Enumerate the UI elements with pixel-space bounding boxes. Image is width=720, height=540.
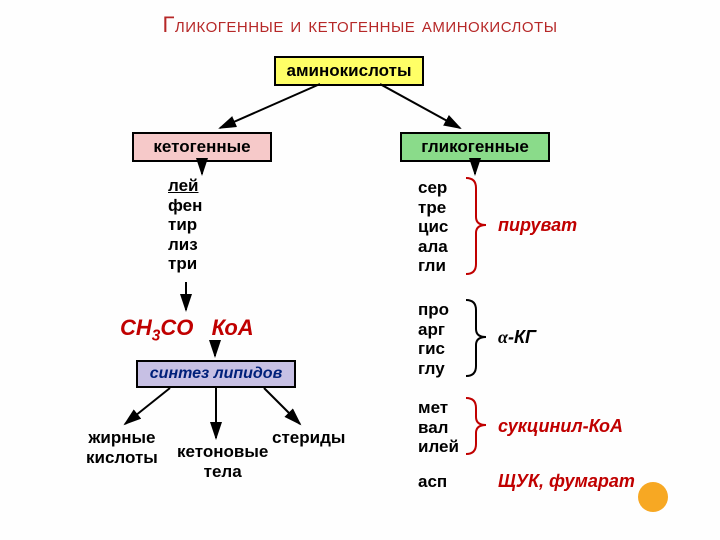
brace-0 — [462, 176, 490, 278]
node-label: кетогенные — [153, 137, 250, 156]
page-title: Гликогенные и кетогенные аминокислоты — [0, 12, 720, 38]
glyco-aa-group-3: асп — [418, 472, 447, 492]
glyco-aa-group-2: мет вал илей — [418, 398, 459, 457]
glyco-aa-group-1: про арг гис глу — [418, 300, 449, 378]
glyco-product-1: α-КГ — [498, 327, 536, 348]
node-glycogenic: гликогенные — [400, 132, 550, 162]
brace-2 — [462, 396, 490, 458]
lipid-product-ketone-bodies: кетоновые тела — [177, 442, 268, 481]
node-ketogenic: кетогенные — [132, 132, 272, 162]
acetyl-coa-label: CH3CO КоА — [120, 315, 254, 345]
glyco-product-3: ЩУК, фумарат — [498, 471, 635, 492]
node-amino-acids: аминокислоты — [274, 56, 424, 86]
decorative-circle — [638, 482, 668, 512]
node-lipid-synthesis: синтез липидов — [136, 360, 296, 388]
node-label: аминокислоты — [287, 61, 412, 80]
node-label: синтез липидов — [150, 365, 282, 382]
keto-amino-list: лей фен тир лиз три — [168, 176, 202, 274]
glyco-product-0: пируват — [498, 215, 577, 236]
lipid-product-fatty-acids: жирные кислоты — [86, 428, 158, 467]
lipid-product-sterides: стериды — [272, 428, 345, 448]
glyco-product-2: сукцинил-КоА — [498, 416, 623, 437]
glyco-aa-group-0: сер тре цис ала гли — [418, 178, 448, 276]
node-label: гликогенные — [421, 137, 529, 156]
brace-1 — [462, 298, 490, 380]
